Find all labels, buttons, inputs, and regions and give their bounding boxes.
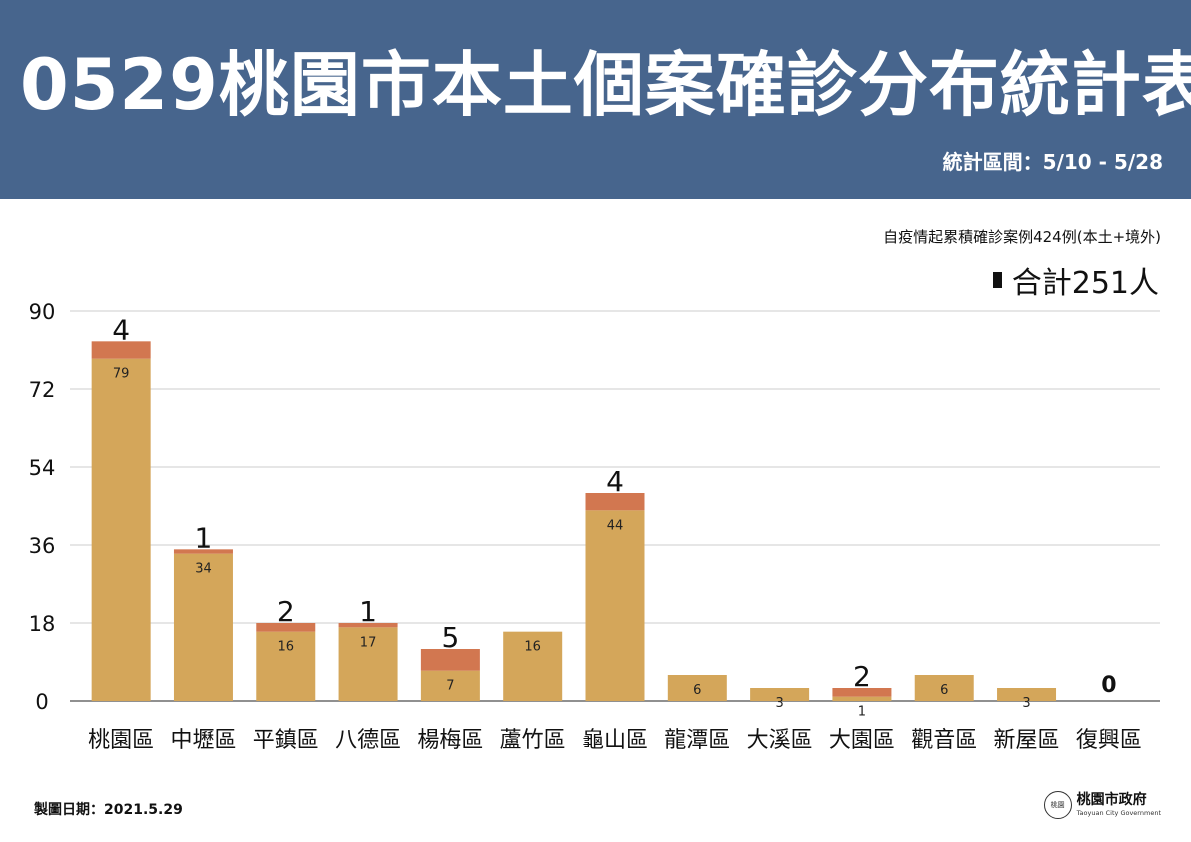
government-logo: 桃園 桃園市政府 Taoyuan City Government bbox=[1043, 791, 1161, 819]
header-banner: 0529桃園市本土個案確診分布統計表 統計區間：5/10 - 5/28 bbox=[0, 0, 1191, 199]
bar-top-label: 4 bbox=[112, 313, 130, 346]
bar-base bbox=[503, 631, 563, 701]
bar-top-label: 2 bbox=[277, 595, 295, 628]
bar-top-label: 1 bbox=[359, 595, 377, 628]
bar-base bbox=[256, 631, 316, 701]
bar-top bbox=[420, 649, 480, 671]
bar-base-label: 34 bbox=[195, 562, 212, 577]
y-tick-label: 36 bbox=[29, 534, 56, 558]
seal-text: 桃園 bbox=[1050, 801, 1065, 809]
bar-top-label: 5 bbox=[441, 621, 459, 654]
bar-base-label: 16 bbox=[524, 640, 541, 655]
bar-top bbox=[338, 623, 398, 628]
bar-base-label: 17 bbox=[360, 635, 377, 650]
bar-base-label: 79 bbox=[113, 367, 130, 382]
bar-base bbox=[91, 358, 151, 701]
x-category-label: 大溪區 bbox=[747, 728, 813, 753]
x-category-label: 中壢區 bbox=[170, 728, 236, 753]
cumulative-note: 自疫情起累積確診案例424例(本土+境外) bbox=[883, 228, 1161, 246]
government-name: 桃園市政府 bbox=[1076, 792, 1147, 809]
bar-base bbox=[173, 553, 233, 701]
bar-base-label: 6 bbox=[693, 683, 701, 698]
production-date: 製圖日期：2021.5.29 bbox=[34, 802, 183, 818]
bar-base-label: 44 bbox=[607, 518, 624, 533]
city-seal-icon: 桃園 bbox=[1043, 791, 1072, 819]
bar-base-label: 3 bbox=[1022, 696, 1030, 711]
bar-base bbox=[585, 510, 645, 701]
y-tick-label: 72 bbox=[29, 378, 56, 402]
bar-base bbox=[914, 675, 974, 701]
bar-top-label: 4 bbox=[606, 465, 624, 498]
x-category-label: 平鎮區 bbox=[253, 728, 319, 753]
page-title: 0529桃園市本土個案確診分布統計表 bbox=[20, 44, 1191, 126]
x-category-label: 八德區 bbox=[335, 728, 401, 753]
total-label: 合計251人 bbox=[1011, 266, 1159, 301]
x-category-label: 龜山區 bbox=[582, 728, 648, 753]
bar-base-label: 16 bbox=[277, 640, 294, 655]
y-tick-label: 18 bbox=[29, 612, 56, 636]
x-category-label: 楊梅區 bbox=[417, 728, 483, 753]
y-tick-label: 90 bbox=[29, 300, 56, 324]
bar-base bbox=[667, 675, 727, 701]
y-tick-label: 0 bbox=[35, 690, 48, 714]
x-category-label: 新屋區 bbox=[994, 728, 1060, 753]
bar-top-label: 1 bbox=[195, 521, 213, 554]
bar-base bbox=[832, 696, 892, 701]
bar-top bbox=[585, 493, 645, 511]
bar-top bbox=[832, 688, 892, 697]
x-category-label: 桃園區 bbox=[88, 728, 154, 753]
bar-base-label: 3 bbox=[775, 696, 783, 711]
x-category-label: 龍潭區 bbox=[664, 728, 730, 753]
x-category-label: 復興區 bbox=[1076, 728, 1142, 753]
x-category-label: 觀音區 bbox=[911, 728, 977, 753]
bar-base-label: 7 bbox=[446, 679, 454, 694]
statistics-period: 統計區間：5/10 - 5/28 bbox=[942, 150, 1163, 174]
legend-square-icon bbox=[992, 272, 1002, 288]
bar-base-label: 6 bbox=[940, 683, 948, 698]
bar-base bbox=[750, 688, 810, 701]
total-legend: 合計251人 bbox=[992, 258, 1159, 302]
bar-top bbox=[173, 549, 233, 554]
bar-base-label: 1 bbox=[858, 705, 866, 720]
bar-base bbox=[338, 627, 398, 701]
x-category-label: 大園區 bbox=[829, 728, 895, 753]
bar-top bbox=[256, 623, 316, 632]
government-english-name: Taoyuan City Government bbox=[1076, 808, 1161, 817]
bar-top bbox=[91, 341, 151, 359]
bar-top-label: 0 bbox=[1101, 673, 1116, 698]
bar-base bbox=[997, 688, 1057, 701]
bar-top-label: 2 bbox=[853, 660, 871, 693]
y-tick-label: 54 bbox=[29, 456, 56, 480]
bar-base bbox=[420, 670, 480, 701]
x-category-label: 蘆竹區 bbox=[500, 728, 566, 753]
